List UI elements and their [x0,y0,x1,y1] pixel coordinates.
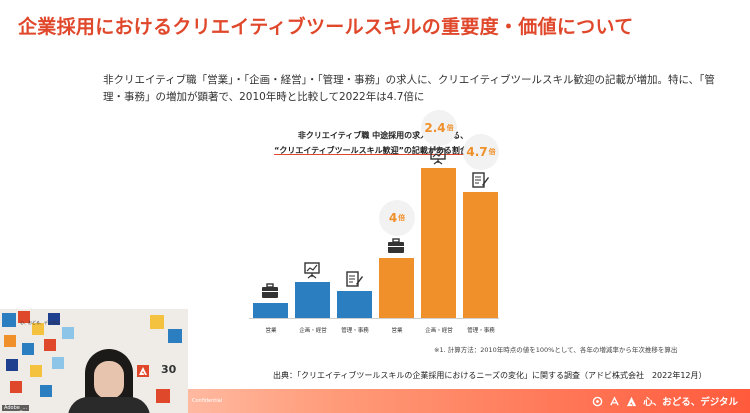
multiplier-value: 4.7 [466,145,488,159]
briefcase-icon [260,281,280,301]
presentation-board-icon [428,146,448,166]
multiplier-unit: 倍 [398,214,406,222]
poster-square [32,323,44,335]
poster-square [150,315,164,329]
multiplier-unit: 倍 [488,148,496,156]
chart-heading-line2: “クリエイティブツールスキル歓迎”の記載がある割合の変化 [274,146,492,155]
participant-name-label: Adobe_... [2,405,30,411]
slide-description: 非クリエイティブ職「営業」・「企画・経営」・「管理・事務」の求人に、クリエイティ… [103,74,715,103]
source-citation: 出典：「クリエイティブツールスキルの企業採用におけるニーズの変化」に関する調査（… [273,371,707,380]
category-label: 管理・事務 [467,328,495,334]
poster-square [168,329,182,343]
category-label: 営業 [265,328,277,334]
poster-square [18,311,30,323]
category-label: 企画・経営 [299,328,327,334]
multiplier-badge: 4.7 倍 [463,134,499,170]
poster-square [30,365,42,377]
multiplier-unit: 倍 [446,124,454,132]
poster-text: 心、おどる、デジタル [20,320,60,325]
presentation-board-icon [302,260,322,280]
calculation-note: ※1. 計算方法：2010年時点の値を100%として、各年の増減率から年次推移を… [434,346,678,354]
slide-title: 企業採用におけるクリエイティブツールスキルの重要度・価値について [18,16,634,38]
document-pen-icon [470,170,490,190]
presenter-face [94,361,124,399]
multiplier-value: 4 [388,211,398,225]
category-label: 管理・事務 [341,328,369,334]
multiplier-value: 2.4 [424,121,446,135]
poster-square [6,359,18,371]
bar-chart: 営業 企画・経営 管理・事務 営業 企画・経営 管理・事務 4 倍 2.4 倍 4.7 倍 [245,110,505,338]
chart-bar [421,168,456,318]
poster-square [156,389,170,403]
poster-square [62,327,74,339]
multiplier-badge: 2.4 倍 [421,110,457,146]
poster-square [2,313,16,327]
chart-heading: 非クリエイティブ職 中途採用の求人における、 “クリエイティブツールスキル歓迎”… [258,128,508,158]
poster-square [22,343,34,355]
creative-cloud-icon [592,396,603,406]
poster-square [40,385,52,397]
chart-heading-line1: 非クリエイティブ職 中途採用の求人における、 [297,131,469,140]
chart-baseline [249,318,499,319]
poster-square [10,381,22,393]
chart-bar [253,303,288,318]
document-pen-icon [344,269,364,289]
poster-square [48,313,60,325]
chart-bar [295,282,330,318]
anniversary-badge: 30 [161,363,177,376]
acrobat-icon [610,395,619,405]
adobe-logo-icon [137,365,149,377]
adobe-logo-icon [627,396,637,406]
poster-square [4,335,16,347]
chart-bar [337,291,372,318]
poster-square [52,357,64,369]
presenter-body [68,397,150,413]
confidential-label: Confidential [192,398,223,404]
poster-square [44,339,56,351]
footer-brand: 心、おどる、デジタル [592,394,738,408]
chart-bar [379,258,414,318]
presenter-video[interactable]: 心、おどる、デジタル 30 Adobe_... [0,309,188,413]
briefcase-icon [386,236,406,256]
chart-bar [463,192,498,318]
category-label: 営業 [391,328,403,334]
footer-brand-text: 心、おどる、デジタル [643,397,738,408]
category-label: 企画・経営 [425,328,453,334]
